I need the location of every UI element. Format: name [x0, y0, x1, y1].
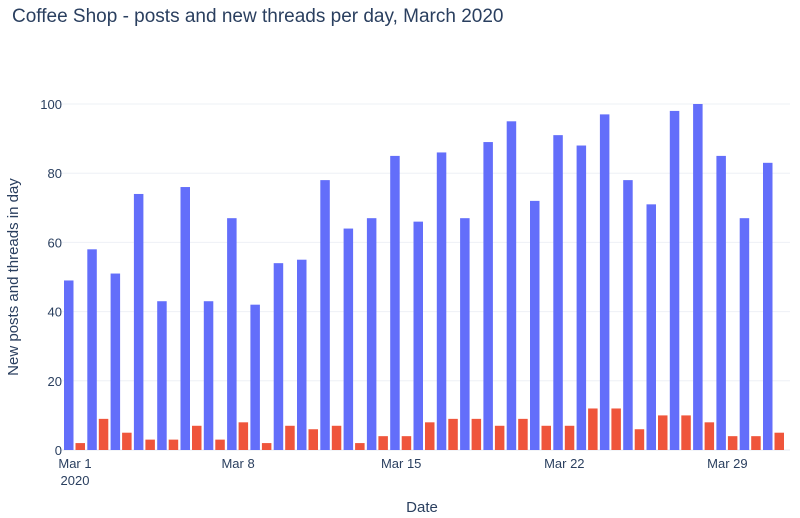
- bar-threads: [494, 425, 505, 450]
- bar-threads: [658, 415, 668, 450]
- bar-threads: [634, 429, 645, 450]
- bar-threads: [122, 432, 132, 450]
- bar-threads: [518, 418, 528, 450]
- bar-threads: [611, 408, 621, 450]
- bar-threads: [331, 425, 342, 450]
- bar-threads: [238, 422, 249, 450]
- bar-posts: [273, 263, 284, 450]
- x-tick-label: Mar 8: [221, 456, 254, 471]
- bar-threads: [564, 425, 575, 450]
- bar-threads: [471, 418, 482, 450]
- bar-posts: [250, 304, 260, 450]
- bar-threads: [75, 443, 85, 450]
- x-tick-label: Mar 29: [707, 456, 747, 471]
- bar-threads: [145, 439, 155, 450]
- bar-posts: [227, 218, 237, 450]
- bar-threads: [192, 425, 202, 450]
- bar-posts: [110, 273, 121, 450]
- bar-posts: [413, 221, 423, 450]
- y-tick-label: 40: [48, 305, 62, 320]
- x-tick-label: Mar 15: [381, 456, 421, 471]
- bar-posts: [763, 162, 773, 450]
- bar-posts: [599, 114, 610, 450]
- bar-posts: [553, 135, 563, 450]
- bar-threads: [681, 415, 691, 450]
- bar-posts: [64, 280, 74, 450]
- bar-threads: [448, 418, 458, 450]
- bar-threads: [425, 422, 435, 450]
- bar-posts: [716, 155, 726, 450]
- y-tick-label: 100: [40, 97, 62, 112]
- bar-threads: [355, 443, 365, 450]
- x-tick-label: Mar 22: [544, 456, 584, 471]
- bar-threads: [285, 425, 295, 450]
- bar-posts: [436, 152, 447, 450]
- bar-posts: [320, 180, 330, 450]
- bar-posts: [506, 121, 517, 451]
- bar-posts: [669, 110, 680, 451]
- bar-threads: [308, 429, 318, 450]
- bar-posts: [530, 200, 540, 450]
- bar-threads: [261, 443, 272, 450]
- chart-title: Coffee Shop - posts and new threads per …: [12, 6, 504, 27]
- y-tick-label: 0: [55, 443, 62, 458]
- bar-posts: [366, 218, 377, 450]
- bar-posts: [203, 301, 214, 450]
- bar-threads: [704, 422, 715, 450]
- y-axis-label: New posts and threads in day: [5, 178, 22, 376]
- x-axis-label: Date: [406, 499, 438, 516]
- bar-posts: [87, 249, 97, 450]
- y-tick-label: 20: [48, 374, 62, 389]
- bar-threads: [774, 432, 784, 450]
- bar-posts: [646, 204, 656, 450]
- y-tick-label: 60: [48, 235, 62, 250]
- bar-threads: [401, 436, 412, 450]
- y-tick-label: 80: [48, 166, 62, 181]
- bar-posts: [739, 218, 750, 450]
- bar-posts: [460, 218, 470, 450]
- bar-posts: [693, 104, 703, 450]
- bar-threads: [215, 439, 225, 450]
- x-tick-label: Mar 1: [58, 456, 91, 471]
- bar-threads: [541, 425, 551, 450]
- bar-threads: [168, 439, 179, 450]
- bar-posts: [133, 193, 144, 450]
- x-tick-sublabel: 2020: [61, 473, 90, 488]
- bar-posts: [297, 259, 307, 450]
- bar-threads: [98, 418, 109, 450]
- bar-posts: [180, 187, 190, 451]
- bar-threads: [378, 436, 388, 450]
- bar-threads: [727, 436, 738, 450]
- bar-posts: [483, 142, 493, 450]
- bar-posts: [623, 180, 633, 450]
- bar-posts: [576, 145, 587, 450]
- bar-posts: [157, 301, 167, 450]
- bar-posts: [343, 228, 354, 450]
- bar-posts: [390, 155, 400, 450]
- bar-threads: [751, 436, 761, 450]
- bar-threads: [588, 408, 598, 450]
